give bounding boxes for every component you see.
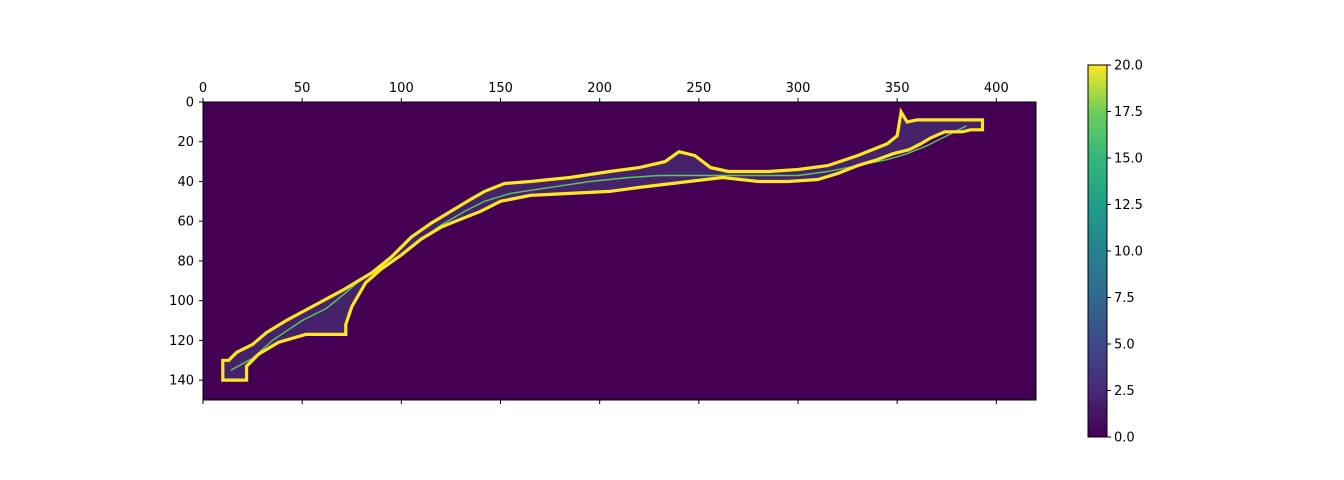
colorbar-tick-label: 17.5 xyxy=(1114,105,1143,120)
y-tick-label: 140 xyxy=(169,374,194,389)
x-tick-label: 400 xyxy=(984,81,1009,96)
y-tick-label: 60 xyxy=(177,215,194,230)
y-tick-label: 0 xyxy=(186,96,194,111)
colorbar xyxy=(1087,64,1108,438)
x-tick-label: 250 xyxy=(686,81,711,96)
x-axis-ticks: 0 50 100 150 200 250 300 350 400 xyxy=(199,81,1009,404)
y-tick-label: 120 xyxy=(169,334,194,349)
y-axis-ticks: 0 20 40 60 80 100 120 140 xyxy=(169,96,203,389)
colorbar-tick-label: 20.0 xyxy=(1114,59,1143,74)
colorbar-tick-label: 2.5 xyxy=(1114,384,1135,399)
x-tick-label: 300 xyxy=(786,81,811,96)
y-tick-label: 80 xyxy=(177,254,194,269)
y-tick-label: 100 xyxy=(169,294,194,309)
channel-boundary xyxy=(221,107,985,382)
colorbar-tick-label: 0.0 xyxy=(1114,431,1135,446)
colorbar-tick-label: 12.5 xyxy=(1114,198,1143,213)
plot-frame xyxy=(202,101,1037,401)
colorbar-tick-label: 7.5 xyxy=(1114,291,1135,306)
y-tick-label: 20 xyxy=(177,135,194,150)
colorbar-tick-label: 5.0 xyxy=(1114,338,1135,353)
y-tick-label: 40 xyxy=(177,175,194,190)
x-tick-label: 50 xyxy=(294,81,311,96)
x-tick-label: 350 xyxy=(885,81,910,96)
channel-interior xyxy=(222,111,983,381)
x-tick-label: 0 xyxy=(199,81,207,96)
x-tick-label: 150 xyxy=(488,81,513,96)
colorbar-tick-label: 10.0 xyxy=(1114,245,1143,260)
x-tick-label: 100 xyxy=(389,81,414,96)
colorbar-tick-label: 15.0 xyxy=(1114,152,1143,167)
colorbar-ticks: 0.0 2.5 5.0 7.5 10.0 12.5 15.0 17.5 20.0 xyxy=(1107,59,1143,446)
x-tick-label: 200 xyxy=(587,81,612,96)
